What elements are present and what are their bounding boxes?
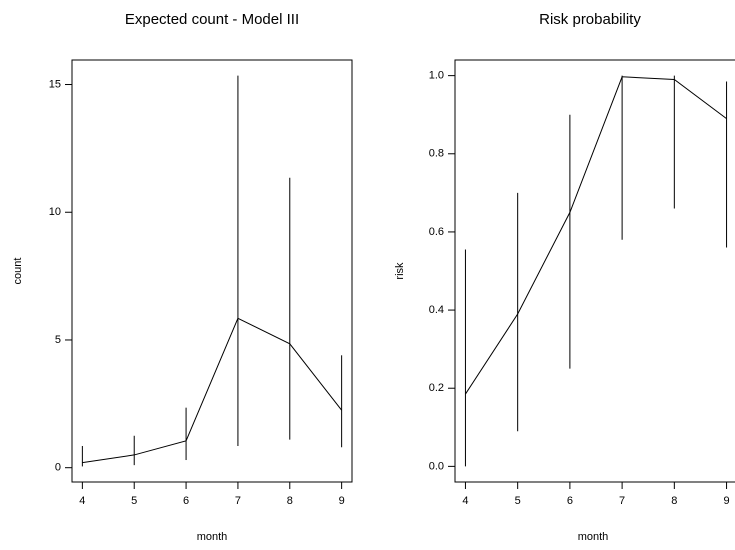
y-tick-label: 5	[55, 334, 61, 346]
line	[82, 317, 343, 464]
y-axis-label: count	[12, 258, 24, 285]
line	[465, 76, 727, 395]
plot-box	[454, 59, 735, 483]
x-axis-label: month	[197, 531, 228, 543]
x-tick-label: 4	[462, 495, 468, 507]
y-tick-label: 0.8	[429, 148, 444, 160]
x-tick-label: 5	[515, 495, 521, 507]
chart-title: Risk probability	[539, 11, 641, 28]
y-tick-label: 0	[55, 462, 61, 474]
chart-title: Expected count - Model III	[125, 11, 299, 28]
y-tick-label: 1.0	[429, 70, 444, 82]
x-tick-label: 5	[131, 495, 137, 507]
plot-box	[71, 59, 353, 483]
x-tick-label: 4	[79, 495, 85, 507]
x-tick-label: 7	[619, 495, 625, 507]
x-axis-label: month	[578, 531, 609, 543]
x-tick-label: 9	[723, 495, 729, 507]
y-tick-label: 0.6	[429, 226, 444, 238]
y-axis-label: risk	[394, 262, 406, 280]
y-tick-label: 0.2	[429, 382, 444, 394]
x-tick-label: 6	[567, 495, 573, 507]
x-tick-label: 8	[287, 495, 293, 507]
y-tick-label: 15	[49, 78, 61, 90]
x-tick-label: 9	[339, 495, 345, 507]
y-tick-label: 0.0	[429, 460, 444, 472]
y-tick-label: 0.4	[429, 304, 444, 316]
y-tick-label: 10	[49, 206, 61, 218]
x-tick-label: 8	[671, 495, 677, 507]
x-tick-label: 7	[235, 495, 241, 507]
x-tick-label: 6	[183, 495, 189, 507]
